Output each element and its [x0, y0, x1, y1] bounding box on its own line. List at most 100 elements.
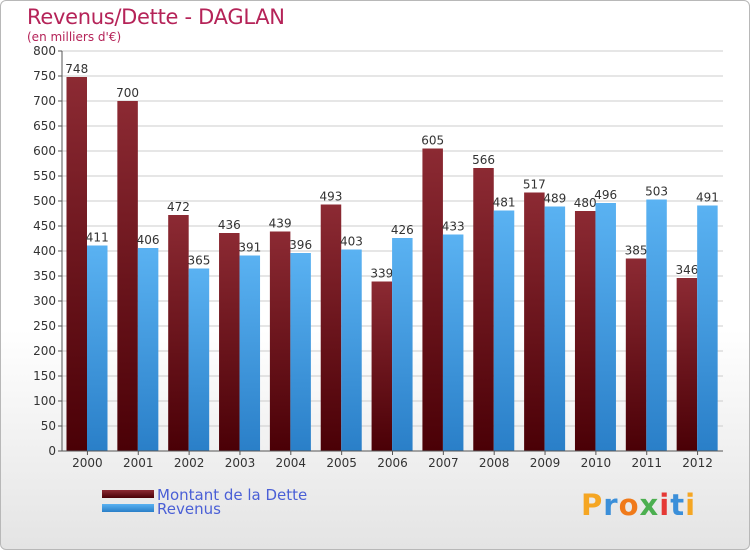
data-label: 566: [472, 153, 495, 167]
y-tick-label: 0: [48, 444, 56, 458]
bar-dette: [574, 211, 596, 451]
bar-dette: [524, 192, 545, 451]
chart-title: Revenus/Dette - DAGLAN: [27, 5, 285, 29]
data-label: 480: [574, 196, 597, 210]
y-tick-label: 150: [33, 369, 56, 383]
bar-revenus: [595, 203, 616, 451]
y-tick-label: 100: [33, 394, 56, 408]
data-label: 605: [421, 134, 444, 148]
x-tick-label: 2001: [123, 456, 154, 470]
bar-revenus: [392, 238, 413, 451]
bar-dette: [168, 215, 189, 451]
bar-dette: [422, 148, 443, 451]
y-tick-label: 300: [33, 294, 56, 308]
x-tick-label: 2002: [174, 456, 205, 470]
x-tick-label: 2005: [326, 456, 357, 470]
bar-revenus: [188, 268, 210, 451]
data-label: 493: [320, 190, 343, 204]
bar-revenus: [442, 234, 464, 451]
data-label: 503: [645, 185, 668, 199]
x-tick-label: 2011: [631, 456, 662, 470]
bar-dette: [320, 204, 342, 451]
x-tick-label: 2007: [428, 456, 459, 470]
bars: 748 411 700 406 472 365 436 391 439 396 493 403 339 4…: [65, 62, 719, 451]
data-label: 491: [696, 191, 719, 205]
y-tick-label: 600: [33, 144, 56, 158]
data-label: 433: [442, 220, 465, 234]
data-label: 517: [523, 178, 546, 192]
data-label: 396: [289, 238, 312, 252]
bar-dette: [676, 278, 698, 451]
bar-revenus: [493, 210, 515, 451]
data-label: 436: [218, 218, 241, 232]
x-tick-label: 2006: [377, 456, 408, 470]
data-label: 385: [625, 244, 648, 258]
logo-letter: r: [603, 488, 619, 522]
bar-dette: [117, 101, 138, 451]
logo-letter: P: [581, 488, 604, 522]
x-tick-label: 2003: [225, 456, 256, 470]
bar-dette: [269, 231, 291, 451]
bar-revenus: [697, 205, 718, 451]
legend-label-revenus: Revenus: [157, 500, 221, 518]
logo-letter: i: [685, 488, 697, 522]
data-label: 472: [167, 200, 190, 214]
bar-revenus: [646, 199, 667, 451]
data-label: 411: [86, 231, 109, 245]
x-tick-label: 2009: [530, 456, 561, 470]
bar-dette: [219, 233, 240, 451]
data-label: 391: [238, 241, 261, 255]
y-tick-label: 450: [33, 219, 56, 233]
data-label: 496: [594, 188, 617, 202]
data-label: 403: [340, 235, 363, 249]
bar-dette: [625, 258, 647, 451]
bar-revenus: [544, 206, 566, 451]
logo-letter: i: [659, 488, 671, 522]
bar-revenus: [341, 249, 362, 451]
x-tick-label: 2004: [276, 456, 307, 470]
x-tick-label: 2012: [682, 456, 713, 470]
x-tick-label: 2010: [581, 456, 612, 470]
bar-dette: [371, 281, 393, 451]
y-tick-label: 800: [33, 44, 56, 58]
logo-letter: o: [618, 488, 640, 522]
y-tick-label: 500: [33, 194, 56, 208]
data-label: 748: [65, 62, 88, 76]
data-label: 339: [370, 267, 393, 281]
y-tick-label: 350: [33, 269, 56, 283]
legend-swatch-dette: [102, 490, 154, 498]
y-tick-label: 650: [33, 119, 56, 133]
bar-revenus: [239, 255, 261, 451]
x-axis-ticks: 2000 2001 2002 2003 2004 2005 2006 2007 2008 2009…: [72, 451, 713, 470]
data-label: 700: [116, 86, 139, 100]
y-tick-label: 550: [33, 169, 56, 183]
proxiti-logo: Proxiti: [581, 488, 696, 522]
y-tick-label: 250: [33, 319, 56, 333]
legend-swatch-revenus: [102, 504, 154, 512]
data-label: 489: [543, 192, 566, 206]
chart-subtitle: (en milliers d'€): [27, 30, 122, 44]
bar-revenus: [87, 245, 108, 451]
x-tick-label: 2000: [72, 456, 103, 470]
legend-label-dette: Montant de la Dette: [157, 486, 308, 504]
bar-revenus: [290, 253, 311, 451]
logo-letter: x: [639, 488, 660, 522]
data-label: 426: [391, 223, 414, 237]
y-tick-label: 200: [33, 344, 56, 358]
bar-dette: [66, 77, 87, 451]
y-tick-label: 400: [33, 244, 56, 258]
data-label: 365: [187, 254, 210, 268]
x-tick-label: 2008: [479, 456, 510, 470]
logo-letter: t: [670, 488, 686, 522]
bar-dette: [473, 168, 494, 451]
y-tick-label: 50: [41, 419, 56, 433]
bar-revenus: [137, 248, 159, 451]
data-label: 481: [493, 196, 516, 210]
data-label: 346: [675, 263, 698, 277]
data-label: 406: [137, 233, 160, 247]
y-tick-label: 750: [33, 69, 56, 83]
y-axis-ticks: 0 50 100 150 200 250 300 350 400 450 500 550 600 650 7…: [33, 44, 62, 458]
data-label: 439: [269, 217, 292, 231]
